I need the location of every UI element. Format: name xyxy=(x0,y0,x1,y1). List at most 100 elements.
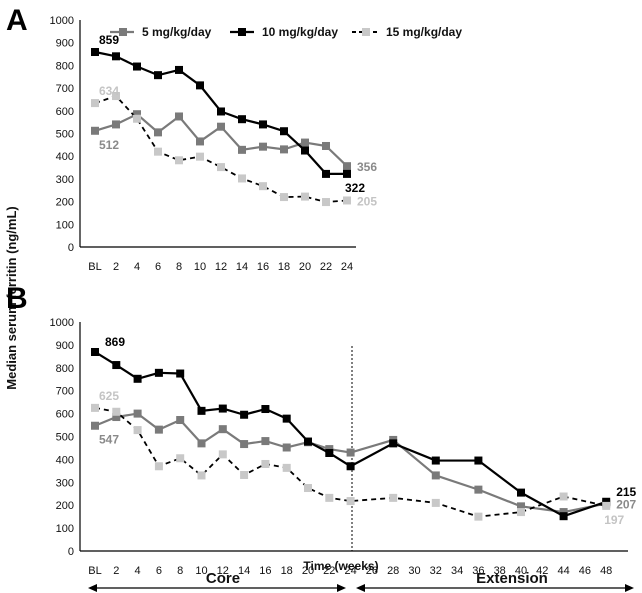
panel-b-y-tick: 100 xyxy=(56,523,74,535)
panel-b-y-tick: 300 xyxy=(56,477,74,489)
data-point-10mg xyxy=(280,127,288,136)
data-point-10mg xyxy=(389,439,398,448)
data-point-10mg xyxy=(322,169,330,178)
data-point-15mg xyxy=(112,92,120,101)
data-point-5mg xyxy=(517,502,525,511)
data-point-15mg xyxy=(301,192,309,201)
panel-a-y-tick: 800 xyxy=(56,60,74,72)
data-point-15mg xyxy=(196,152,204,161)
data-point-5mg xyxy=(154,425,163,434)
value-label: 322 xyxy=(345,181,365,195)
data-point-15mg xyxy=(197,471,206,480)
phase-core: Core xyxy=(88,570,346,592)
data-point-15mg xyxy=(154,462,163,471)
panel-a-x-tick: 16 xyxy=(257,261,269,273)
data-point-10mg xyxy=(112,52,120,61)
legend-5mg-marker xyxy=(119,28,127,36)
data-point-5mg xyxy=(112,120,120,129)
panel-b-x-tick: 32 xyxy=(430,565,442,577)
value-label: 205 xyxy=(357,194,377,208)
data-point-10mg xyxy=(559,512,568,521)
data-point-5mg xyxy=(175,112,183,121)
data-point-10mg xyxy=(175,65,183,74)
panel-b-x-tick: 4 xyxy=(135,565,141,577)
data-point-5mg xyxy=(259,142,267,151)
panel-b-x-tick: 18 xyxy=(281,565,293,577)
data-point-10mg xyxy=(240,410,249,419)
panel-b-x-tick: 12 xyxy=(217,565,229,577)
panel-b-x-tick: 2 xyxy=(113,565,119,577)
data-point-15mg xyxy=(325,493,334,502)
panel-a-y-tick: 300 xyxy=(56,174,74,186)
data-point-5mg xyxy=(474,485,483,494)
data-point-15mg xyxy=(91,403,99,412)
data-point-10mg xyxy=(431,456,440,465)
panel-b-x-tick: 44 xyxy=(557,565,569,577)
data-point-15mg xyxy=(91,99,99,108)
data-point-5mg xyxy=(218,425,227,434)
panel-a-x-tick: 22 xyxy=(320,261,332,273)
panel-b-x-tick: 28 xyxy=(387,565,399,577)
data-point-10mg xyxy=(259,120,267,129)
data-point-5mg xyxy=(343,162,351,171)
data-point-10mg xyxy=(196,81,204,90)
panel-b-x-tick: 40 xyxy=(515,565,527,577)
panel-b-x-tick: 38 xyxy=(494,565,506,577)
panel-a-x-tick: 20 xyxy=(299,261,311,273)
legend-10mg-marker xyxy=(238,28,246,36)
data-point-15mg xyxy=(217,163,225,172)
data-point-5mg xyxy=(280,145,288,154)
panel-b-y-tick: 0 xyxy=(68,546,74,558)
data-point-5mg xyxy=(301,138,309,147)
panel-a-y-tick: 900 xyxy=(56,38,74,50)
data-point-15mg xyxy=(559,492,568,501)
panel-b-x-tick: 22 xyxy=(323,565,335,577)
panel-b-x-tick: 16 xyxy=(259,565,271,577)
data-point-15mg xyxy=(517,508,525,517)
data-point-15mg xyxy=(259,182,267,191)
data-point-10mg xyxy=(91,347,99,356)
data-point-10mg xyxy=(474,456,483,465)
data-point-10mg xyxy=(154,368,163,377)
data-point-5mg xyxy=(346,448,355,457)
value-label: 215 xyxy=(616,485,636,499)
data-point-15mg xyxy=(602,501,611,510)
data-point-5mg xyxy=(217,122,225,131)
panel-a-y-tick: 500 xyxy=(56,129,74,141)
y-axis-label: Median serum ferritin (ng/mL) xyxy=(4,206,19,389)
data-point-10mg xyxy=(133,62,141,71)
data-point-10mg xyxy=(154,71,162,80)
phase-extension-arrowhead-left xyxy=(356,584,365,592)
data-point-15mg xyxy=(240,470,249,479)
panel-a-x-tick: 6 xyxy=(155,261,161,273)
data-point-15mg xyxy=(112,407,121,416)
value-label: 512 xyxy=(99,138,119,152)
panel-a-x-tick: 4 xyxy=(134,261,140,273)
panel-b-y-tick: 600 xyxy=(56,409,74,421)
value-label: 547 xyxy=(99,433,119,447)
panel-a-x-tick: 10 xyxy=(194,261,206,273)
data-point-15mg xyxy=(175,156,183,165)
legend-item-10mg: 10 mg/kg/day xyxy=(230,25,338,39)
value-label: 859 xyxy=(99,33,119,47)
data-point-5mg xyxy=(176,416,185,425)
series-line-5mg xyxy=(94,113,348,167)
panel-a-y-tick: 200 xyxy=(56,197,74,209)
data-point-10mg xyxy=(261,405,270,414)
data-point-15mg xyxy=(154,147,162,156)
data-point-15mg xyxy=(343,196,351,205)
panel-a-y-tick: 100 xyxy=(56,219,74,231)
panel-b-x-tick: 30 xyxy=(408,565,420,577)
value-label: 634 xyxy=(99,84,119,98)
data-point-15mg xyxy=(133,426,142,435)
data-point-10mg xyxy=(238,115,246,124)
data-point-5mg xyxy=(91,421,99,430)
panel-b-x-tick: 6 xyxy=(156,565,162,577)
data-point-15mg xyxy=(322,198,330,207)
panel-b-x-tick: 36 xyxy=(472,565,484,577)
data-point-15mg xyxy=(282,463,291,472)
phase-extension: Extension xyxy=(356,570,634,592)
panel-a-x-tick: BL xyxy=(88,261,101,273)
